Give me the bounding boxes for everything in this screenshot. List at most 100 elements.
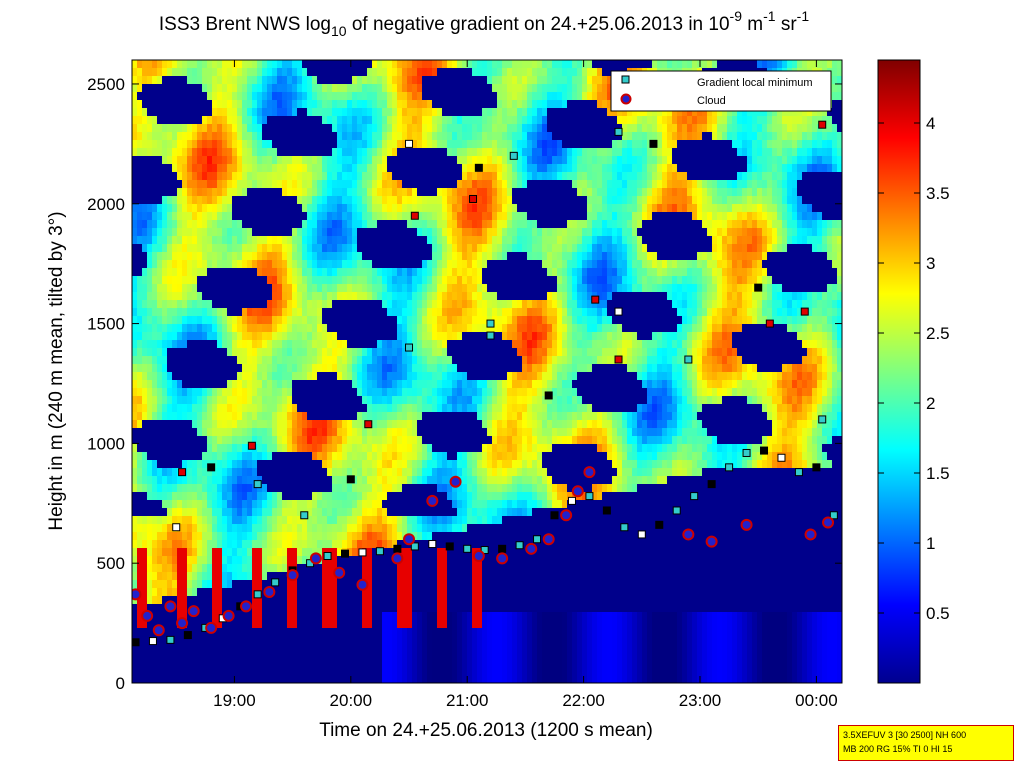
heatmap-cell [527,140,533,149]
heatmap-cell [172,244,178,253]
heatmap-cell [742,332,748,341]
heatmap-cell [672,124,678,133]
heatmap-cell [552,132,558,141]
heatmap-cell [537,204,543,213]
heatmap-cell [632,204,638,213]
heatmap-cell [692,140,698,149]
heatmap-cell [227,260,233,269]
heatmap-cell [637,156,643,165]
heatmap-cell [337,132,343,141]
heatmap-cell [227,276,233,285]
heatmap-cell [137,284,143,293]
heatmap-cell [142,140,148,149]
heatmap-cell [407,60,413,69]
heatmap-cell [612,236,618,245]
heatmap-cell [312,180,318,189]
heatmap-cell [562,156,568,165]
heatmap-cell [477,196,483,205]
heatmap-cell [362,268,368,277]
heatmap-cell [597,276,603,285]
heatmap-cell [812,252,818,261]
heatmap-cell [367,324,373,333]
heatmap-cell [212,172,218,181]
heatmap-cell [467,300,473,309]
heatmap-cell [512,92,518,101]
heatmap-cell [327,284,333,293]
heatmap-cell [537,292,543,301]
heatmap-cell [262,196,268,205]
heatmap-cell [442,300,448,309]
heatmap-cell [362,116,368,125]
heatmap-cell [377,316,383,325]
heatmap-cell [642,212,648,221]
heatmap-cell [402,180,408,189]
heatmap-cell [407,76,413,85]
heatmap-cell [367,300,373,309]
heatmap-cell [167,284,173,293]
heatmap-cell [377,212,383,221]
heatmap-cell [337,108,343,117]
heatmap-cell [792,188,798,197]
heatmap-cell [217,132,223,141]
heatmap-cell [477,244,483,253]
heatmap-cell [327,228,333,237]
heatmap-cell [137,164,143,173]
heatmap-cell [572,172,578,181]
heatmap-cell [722,300,728,309]
heatmap-cell [517,252,523,261]
heatmap-cell [417,316,423,325]
heatmap-cell [447,316,453,325]
heatmap-cell [197,244,203,253]
heatmap-cell [397,68,403,77]
heatmap-cell [137,148,143,157]
heatmap-cell [492,68,498,77]
heatmap-cell [167,180,173,189]
heatmap-cell [617,268,623,277]
heatmap-cell [627,276,633,285]
heatmap-cell [822,236,828,245]
heatmap-cell [272,268,278,277]
heatmap-cell [772,172,778,181]
heatmap-cell [332,260,338,269]
heatmap-cell [562,148,568,157]
heatmap-cell [232,324,238,333]
heatmap-cell [482,228,488,237]
heatmap-cell [447,76,453,85]
heatmap-cell [612,140,618,149]
heatmap-cell [222,204,228,213]
heatmap-cell [152,204,158,213]
heatmap-cell [517,84,523,93]
heatmap-cell [582,132,588,141]
heatmap-cell [827,308,833,317]
heatmap-cell [797,260,803,269]
heatmap-cell [317,172,323,181]
heatmap-cell [502,308,508,317]
heatmap-cell [567,140,573,149]
heatmap-cell [272,140,278,149]
heatmap-cell [562,268,568,277]
heatmap-cell [797,220,803,229]
heatmap-cell [707,260,713,269]
heatmap-cell [172,332,178,341]
heatmap-cell [407,268,413,277]
heatmap-cell [582,212,588,221]
heatmap-cell [407,132,413,141]
heatmap-cell [532,212,538,221]
heatmap-cell [507,244,513,253]
heatmap-cell [497,196,503,205]
heatmap-cell [417,140,423,149]
heatmap-cell [647,60,653,69]
heatmap-cell [522,84,528,93]
heatmap-cell [512,260,518,269]
heatmap-cell [637,148,643,157]
heatmap-cell [742,172,748,181]
heatmap-cell [217,276,223,285]
heatmap-cell [287,276,293,285]
heatmap-cell [367,116,373,125]
heatmap-cell [432,76,438,85]
heatmap-cell [837,300,842,309]
heatmap-cell [562,220,568,229]
heatmap-cell [142,228,148,237]
heatmap-cell [632,220,638,229]
heatmap-cell [797,188,803,197]
